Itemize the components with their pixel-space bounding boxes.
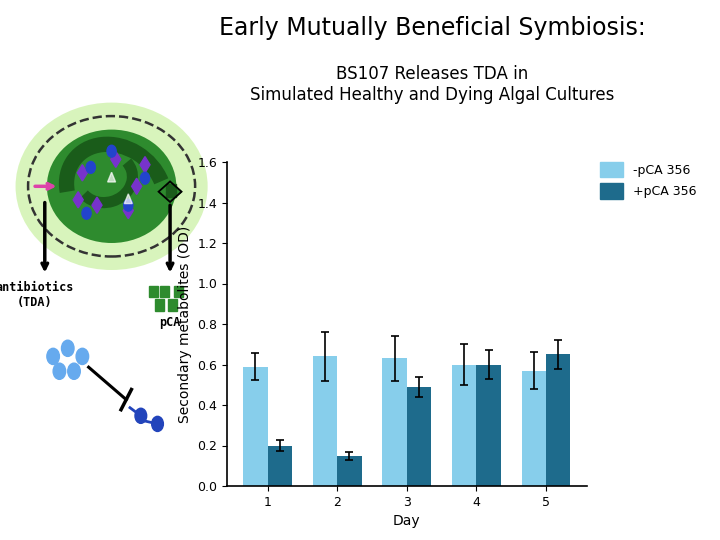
Bar bbox=[546, 354, 570, 486]
Polygon shape bbox=[158, 181, 181, 202]
Circle shape bbox=[152, 416, 163, 431]
Circle shape bbox=[107, 145, 116, 157]
Bar bbox=[156, 299, 164, 310]
Bar bbox=[312, 356, 337, 486]
Circle shape bbox=[47, 348, 60, 364]
Text: Early Mutually Beneficial Symbiosis:: Early Mutually Beneficial Symbiosis: bbox=[219, 16, 645, 40]
Circle shape bbox=[53, 363, 66, 379]
Bar bbox=[522, 370, 546, 486]
X-axis label: Day: Day bbox=[393, 514, 420, 528]
Polygon shape bbox=[132, 178, 142, 194]
Bar bbox=[382, 359, 407, 486]
Polygon shape bbox=[77, 165, 87, 181]
Bar bbox=[407, 387, 431, 486]
Circle shape bbox=[135, 408, 147, 423]
Y-axis label: Secondary metabolites (OD): Secondary metabolites (OD) bbox=[178, 225, 192, 423]
Bar bbox=[268, 446, 292, 486]
Circle shape bbox=[82, 207, 91, 219]
Bar bbox=[166, 191, 171, 197]
Bar bbox=[172, 191, 176, 197]
Bar bbox=[174, 286, 183, 297]
Ellipse shape bbox=[47, 130, 176, 243]
Bar bbox=[172, 184, 176, 190]
Text: BS107 Releases TDA in
Simulated Healthy and Dying Algal Cultures: BS107 Releases TDA in Simulated Healthy … bbox=[250, 65, 614, 104]
Circle shape bbox=[68, 363, 81, 379]
Circle shape bbox=[124, 199, 133, 211]
Polygon shape bbox=[111, 151, 121, 167]
Circle shape bbox=[140, 172, 150, 184]
Polygon shape bbox=[125, 194, 132, 204]
Text: pCA: pCA bbox=[159, 316, 181, 329]
Bar bbox=[477, 364, 501, 486]
Circle shape bbox=[61, 340, 74, 356]
Bar bbox=[166, 184, 171, 190]
Polygon shape bbox=[107, 172, 116, 182]
Circle shape bbox=[86, 161, 95, 173]
Bar bbox=[337, 456, 361, 486]
Polygon shape bbox=[123, 202, 133, 219]
Bar bbox=[161, 286, 169, 297]
Bar bbox=[149, 286, 158, 297]
Polygon shape bbox=[140, 157, 150, 173]
Text: antibiotics
(TDA): antibiotics (TDA) bbox=[0, 281, 73, 309]
Bar bbox=[243, 367, 268, 486]
Bar bbox=[452, 364, 477, 486]
Polygon shape bbox=[73, 192, 84, 208]
Ellipse shape bbox=[16, 103, 207, 270]
Polygon shape bbox=[92, 197, 102, 213]
Legend: -pCA 356, +pCA 356: -pCA 356, +pCA 356 bbox=[600, 162, 696, 199]
Bar bbox=[168, 299, 176, 310]
Circle shape bbox=[76, 348, 89, 364]
